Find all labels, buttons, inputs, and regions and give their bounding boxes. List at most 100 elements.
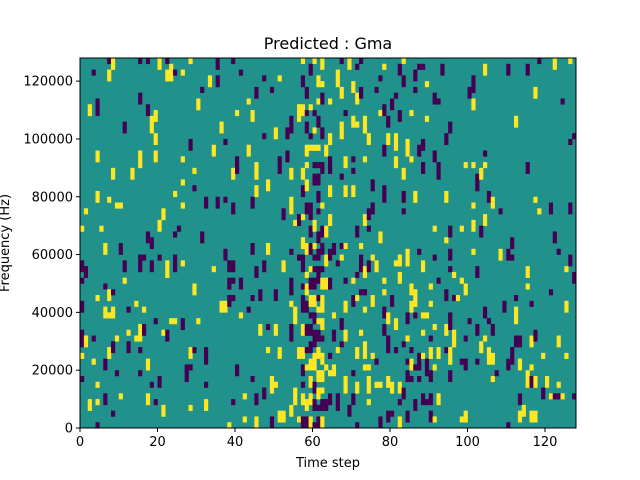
heatmap-cell [533,416,538,423]
heatmap-cell [378,231,383,238]
heatmap-cell [180,179,185,186]
heatmap-cell [215,81,220,88]
heatmap-cell [428,416,433,423]
heatmap-cell [304,248,309,255]
heatmap-cell [107,347,112,354]
heatmap-cell [397,381,402,388]
heatmap-cell [467,86,472,93]
heatmap-cell [510,352,515,359]
heatmap-cell [138,260,143,267]
heatmap-cell [320,133,325,140]
heatmap-cell [413,404,418,411]
heatmap-cell [238,312,244,319]
heatmap-cell [362,341,368,348]
heatmap-cell [525,162,530,169]
heatmap-cell [304,150,309,157]
heatmap-cell [386,341,391,348]
heatmap-cell [145,358,151,365]
heatmap-cell [223,248,228,255]
heatmap-cell [80,329,85,336]
heatmap-cell [366,381,371,388]
heatmap-cell [80,277,85,284]
heatmap-cell [161,410,166,417]
heatmap-cell [200,231,205,238]
heatmap-cell [320,306,325,313]
heatmap-cell [471,219,476,226]
heatmap-cell [525,370,530,377]
heatmap-cell [111,341,116,348]
heatmap-cell [312,335,317,342]
heatmap-cell [316,190,321,198]
heatmap-cell [250,248,255,255]
heatmap-cell [254,393,259,400]
heatmap-cell [320,202,325,209]
heatmap-cell [397,271,402,278]
heatmap-cell [300,399,306,406]
heatmap-cell [87,104,92,111]
heatmap-cell [471,98,476,105]
heatmap-cell [382,289,387,296]
heatmap-cell [386,138,391,146]
heatmap-cell [413,190,418,198]
heatmap-cell [328,138,333,146]
heatmap-cell [401,75,406,82]
heatmap-cell [386,312,391,319]
heatmap-cell [153,115,158,122]
heatmap-cell [312,352,317,359]
heatmap-cell [339,127,344,134]
heatmap-cell [107,196,112,203]
heatmap-cell [421,329,426,336]
heatmap-cell [300,167,306,174]
heatmap-cell [138,323,143,331]
heatmap-cell [382,63,387,70]
heatmap-cell [200,237,205,244]
heatmap-cell [498,248,503,255]
heatmap-cell [413,289,418,296]
heatmap-cell [312,110,317,117]
heatmap-cell [355,387,360,394]
heatmap-cell [235,156,240,163]
heatmap-cell [324,225,329,232]
heatmap-cell [126,306,131,313]
heatmap-cell [238,277,244,284]
heatmap-cell [138,98,143,105]
heatmap-cell [335,399,340,406]
heatmap-cell [417,248,422,255]
heatmap-cell [568,138,573,146]
heatmap-cell [370,179,375,186]
heatmap-cell [393,156,399,163]
heatmap-cell [390,410,395,417]
heatmap-cell [312,266,317,273]
heatmap-cell [541,393,546,400]
heatmap-cell [409,364,414,371]
heatmap-cell [514,312,519,319]
heatmap-cell [304,243,309,250]
heatmap-cell [436,98,441,105]
heatmap-cell [254,416,259,423]
heatmap-cell [448,370,453,377]
heatmap-cell [126,341,131,348]
heatmap-cell [173,266,178,273]
heatmap-cell [320,162,325,169]
heatmap-cell [308,341,313,348]
heatmap-cell [548,202,554,209]
heatmap-cell [355,422,360,429]
heatmap-cell [525,63,530,70]
heatmap-cell [432,156,437,163]
heatmap-cell [568,58,573,65]
heatmap-cell [463,162,468,169]
heatmap-cell [192,289,197,296]
heatmap-cell [448,231,453,238]
heatmap-cell [250,115,255,122]
heatmap-cell [397,277,402,284]
heatmap-cell [514,115,519,122]
heatmap-cell [386,410,391,417]
heatmap-cell [428,300,433,307]
heatmap-cell [355,381,360,388]
heatmap-cell [297,104,302,111]
heatmap-cell [215,58,220,65]
heatmap-cell [111,410,116,417]
heatmap-cell [401,387,406,394]
heatmap-cell [397,387,402,394]
heatmap-cell [428,410,433,417]
